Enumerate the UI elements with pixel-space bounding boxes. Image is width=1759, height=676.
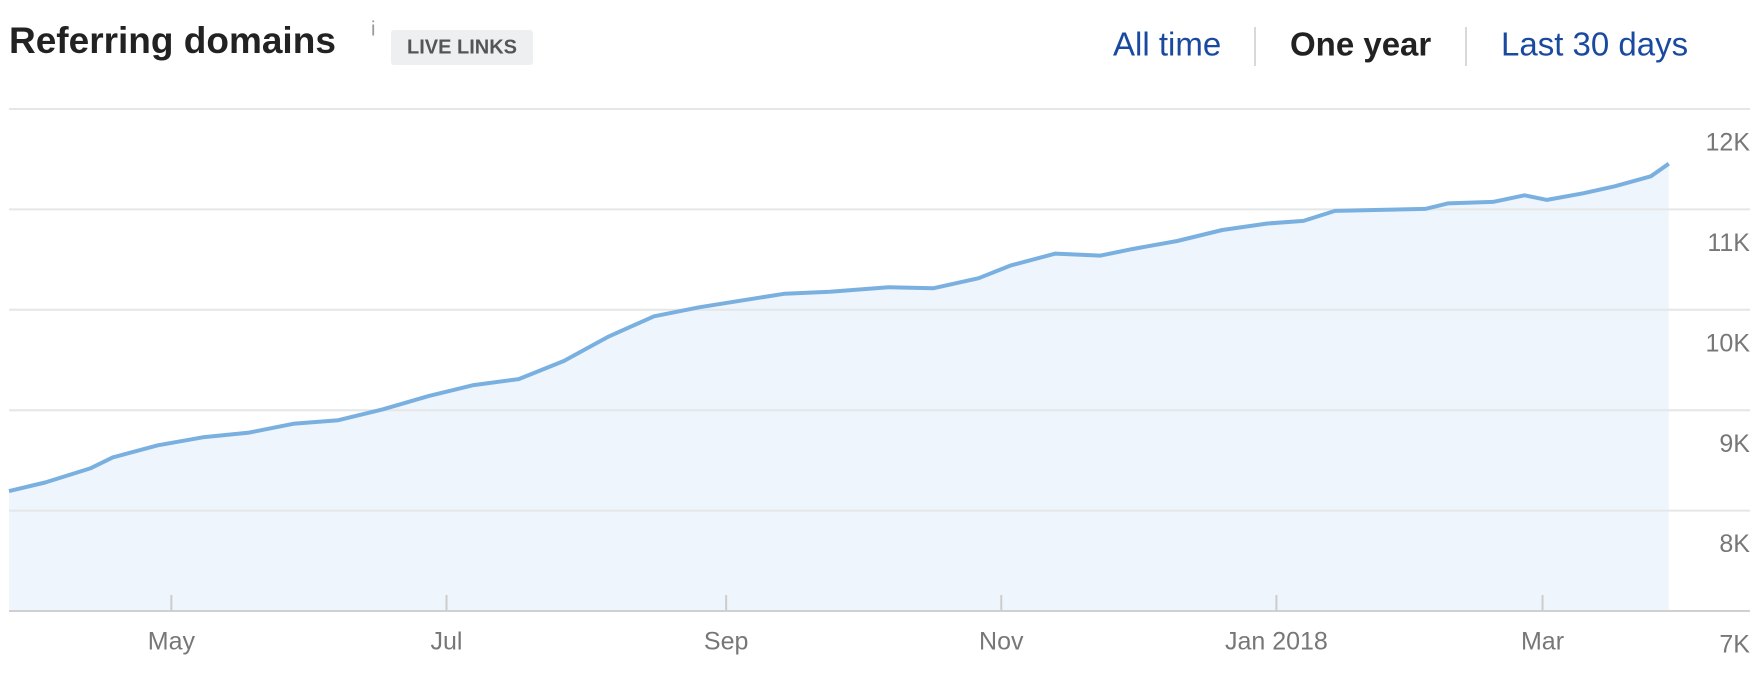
y-tick-label: 10K bbox=[1706, 329, 1751, 357]
line bbox=[8, 162, 1670, 494]
y-tick-label: 12K bbox=[1706, 129, 1751, 157]
x-tick-label: Mar bbox=[1521, 628, 1564, 656]
area bbox=[9, 163, 1669, 611]
badge: LIVE LINKS bbox=[407, 36, 517, 58]
range-button[interactable]: One year bbox=[1290, 26, 1431, 63]
x-tick-label: Sep bbox=[704, 628, 748, 656]
range-button[interactable]: All time bbox=[1113, 26, 1221, 63]
badge-bg bbox=[391, 30, 533, 65]
y-tick-label: 7K bbox=[1719, 631, 1750, 659]
x-tick-label: May bbox=[148, 628, 196, 656]
y-tick-label: 9K bbox=[1719, 430, 1750, 458]
x-tick-label: Nov bbox=[979, 628, 1024, 656]
x-tick-label: Jul bbox=[431, 628, 463, 656]
range-button[interactable]: Last 30 days bbox=[1501, 26, 1688, 63]
y-tick-label: 11K bbox=[1707, 229, 1750, 257]
title: Referring domains bbox=[9, 20, 336, 61]
info-icon[interactable]: i bbox=[371, 18, 375, 40]
y-tick-label: 8K bbox=[1719, 530, 1750, 558]
x-tick-label: Jan 2018 bbox=[1225, 628, 1328, 656]
